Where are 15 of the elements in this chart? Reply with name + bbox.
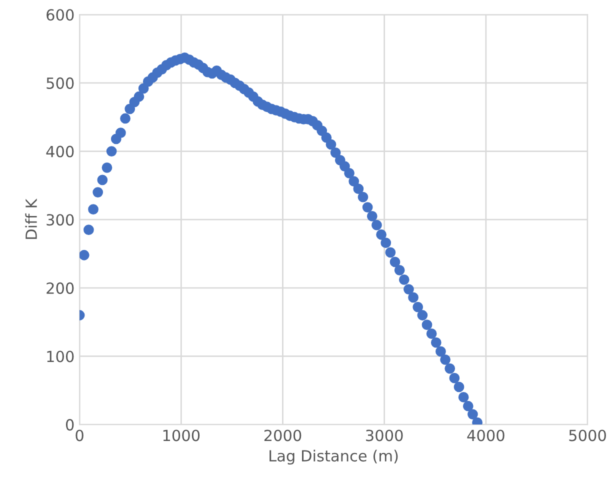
x-tick-label: 1000 <box>163 430 200 442</box>
y-tick-label: 500 <box>46 77 74 89</box>
x-axis-title: Lag Distance (m) <box>270 450 398 465</box>
x-tick-label: 3000 <box>366 430 403 442</box>
y-tick-label: 100 <box>47 350 74 362</box>
y-axis-title: Diff K <box>25 198 37 239</box>
x-tick-label: 2000 <box>264 430 302 442</box>
y-tick-label: 300 <box>46 214 74 226</box>
x-tick-label: 0 <box>76 430 84 442</box>
x-tick-label: 5000 <box>569 430 606 442</box>
y-tick-label: 200 <box>46 282 74 294</box>
y-tick-label: 0 <box>66 419 74 431</box>
y-tick-label: 400 <box>46 146 74 158</box>
x-tick-label: 4000 <box>467 430 504 442</box>
y-tick-label: 600 <box>46 9 74 21</box>
